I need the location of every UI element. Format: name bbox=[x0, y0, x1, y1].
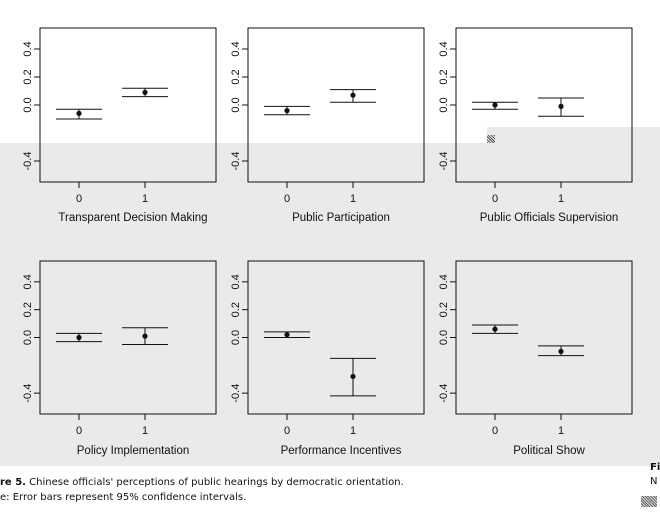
point-estimate bbox=[284, 332, 290, 338]
y-tick-label: 0.0 bbox=[438, 330, 450, 345]
y-tick-label: -0.4 bbox=[438, 384, 450, 403]
point-estimate bbox=[558, 103, 564, 109]
x-tick-label: 0 bbox=[76, 193, 82, 205]
y-tick-label: 0.0 bbox=[230, 330, 242, 345]
x-tick-label: 0 bbox=[492, 193, 498, 205]
x-tick-label: 1 bbox=[558, 425, 564, 437]
y-tick-label: 0.2 bbox=[22, 69, 34, 84]
overlay-band bbox=[0, 261, 660, 466]
chart-panel: -0.4 0.0 0.2 0.4 0 1 Transparent Decision Maki… bbox=[22, 27, 217, 224]
y-tick-label: -0.4 bbox=[230, 384, 242, 403]
y-tick-label: -0.4 bbox=[22, 152, 34, 171]
neighbor-caption-fragment: Fi bbox=[650, 462, 660, 473]
figure-note: e: Error bars represent 95% confidence i… bbox=[0, 492, 247, 503]
x-tick-label: 0 bbox=[76, 425, 82, 437]
y-tick-label: 0.4 bbox=[230, 274, 242, 289]
y-tick-label: 0.4 bbox=[438, 274, 450, 289]
y-tick-label: -0.4 bbox=[22, 384, 34, 403]
caption-figure-number: re 5. bbox=[0, 477, 26, 488]
point-estimate bbox=[350, 373, 356, 380]
y-tick-label: 0.2 bbox=[230, 69, 242, 84]
point-estimate bbox=[76, 110, 82, 116]
overlay-band bbox=[487, 127, 660, 261]
y-tick-label: 0.2 bbox=[438, 302, 450, 317]
point-estimate bbox=[76, 334, 82, 341]
x-axis-label: Transparent Decision Making bbox=[58, 212, 207, 224]
x-axis-label: Public Participation bbox=[292, 212, 390, 224]
x-axis-label: Political Show bbox=[513, 445, 585, 457]
y-tick-label: 0.4 bbox=[230, 41, 242, 56]
x-tick-label: 1 bbox=[350, 425, 356, 437]
neighbor-note-fragment: N bbox=[650, 476, 658, 487]
x-axis-label: Public Officials Supervision bbox=[480, 212, 619, 224]
x-tick-label: 0 bbox=[492, 425, 498, 437]
x-axis-label: Policy Implementation bbox=[77, 445, 190, 457]
chart-panel: -0.4 0.0 0.2 0.4 0 1 Policy Implementation bbox=[22, 260, 217, 457]
x-tick-label: 0 bbox=[284, 193, 290, 205]
point-estimate bbox=[284, 108, 290, 114]
x-tick-label: 1 bbox=[350, 193, 356, 205]
y-tick-label: 0.2 bbox=[22, 302, 34, 317]
x-tick-label: 1 bbox=[558, 193, 564, 205]
scan-artifact bbox=[641, 496, 657, 507]
point-estimate bbox=[558, 348, 564, 355]
chart-panel: -0.4 0.0 0.2 0.4 0 1 Performance Incentives bbox=[230, 260, 425, 457]
x-tick-label: 1 bbox=[142, 193, 148, 205]
chart-panel: -0.4 0.0 0.2 0.4 0 1 Public Officials Supervis… bbox=[438, 27, 633, 224]
point-estimate bbox=[492, 326, 498, 332]
chart-panel: -0.4 0.0 0.2 0.4 0 1 Political Show bbox=[438, 260, 633, 457]
y-tick-label: 0.0 bbox=[22, 330, 34, 345]
y-tick-label: -0.4 bbox=[438, 152, 450, 171]
chart-panel: -0.4 0.0 0.2 0.4 0 1 Public Participation bbox=[230, 27, 425, 224]
y-tick-label: 0.4 bbox=[438, 41, 450, 56]
point-estimate bbox=[492, 102, 498, 108]
x-axis-label: Performance Incentives bbox=[281, 445, 402, 457]
overlay-band bbox=[0, 143, 487, 261]
y-tick-label: -0.4 bbox=[230, 152, 242, 171]
y-tick-label: 0.2 bbox=[230, 302, 242, 317]
scan-artifact bbox=[487, 135, 495, 143]
figure-caption: re 5. Chinese officials' perceptions of … bbox=[0, 477, 404, 488]
x-tick-label: 0 bbox=[284, 425, 290, 437]
y-tick-label: 0.4 bbox=[22, 274, 34, 289]
point-estimate bbox=[350, 92, 356, 98]
point-estimate bbox=[142, 89, 148, 95]
y-tick-label: 0.0 bbox=[22, 97, 34, 112]
x-tick-label: 1 bbox=[142, 425, 148, 437]
y-tick-label: 0.0 bbox=[230, 97, 242, 112]
caption-text: Chinese officials' perceptions of public… bbox=[29, 477, 404, 488]
y-tick-label: 0.0 bbox=[438, 97, 450, 112]
y-tick-label: 0.2 bbox=[438, 69, 450, 84]
point-estimate bbox=[142, 333, 148, 339]
y-tick-label: 0.4 bbox=[22, 41, 34, 56]
